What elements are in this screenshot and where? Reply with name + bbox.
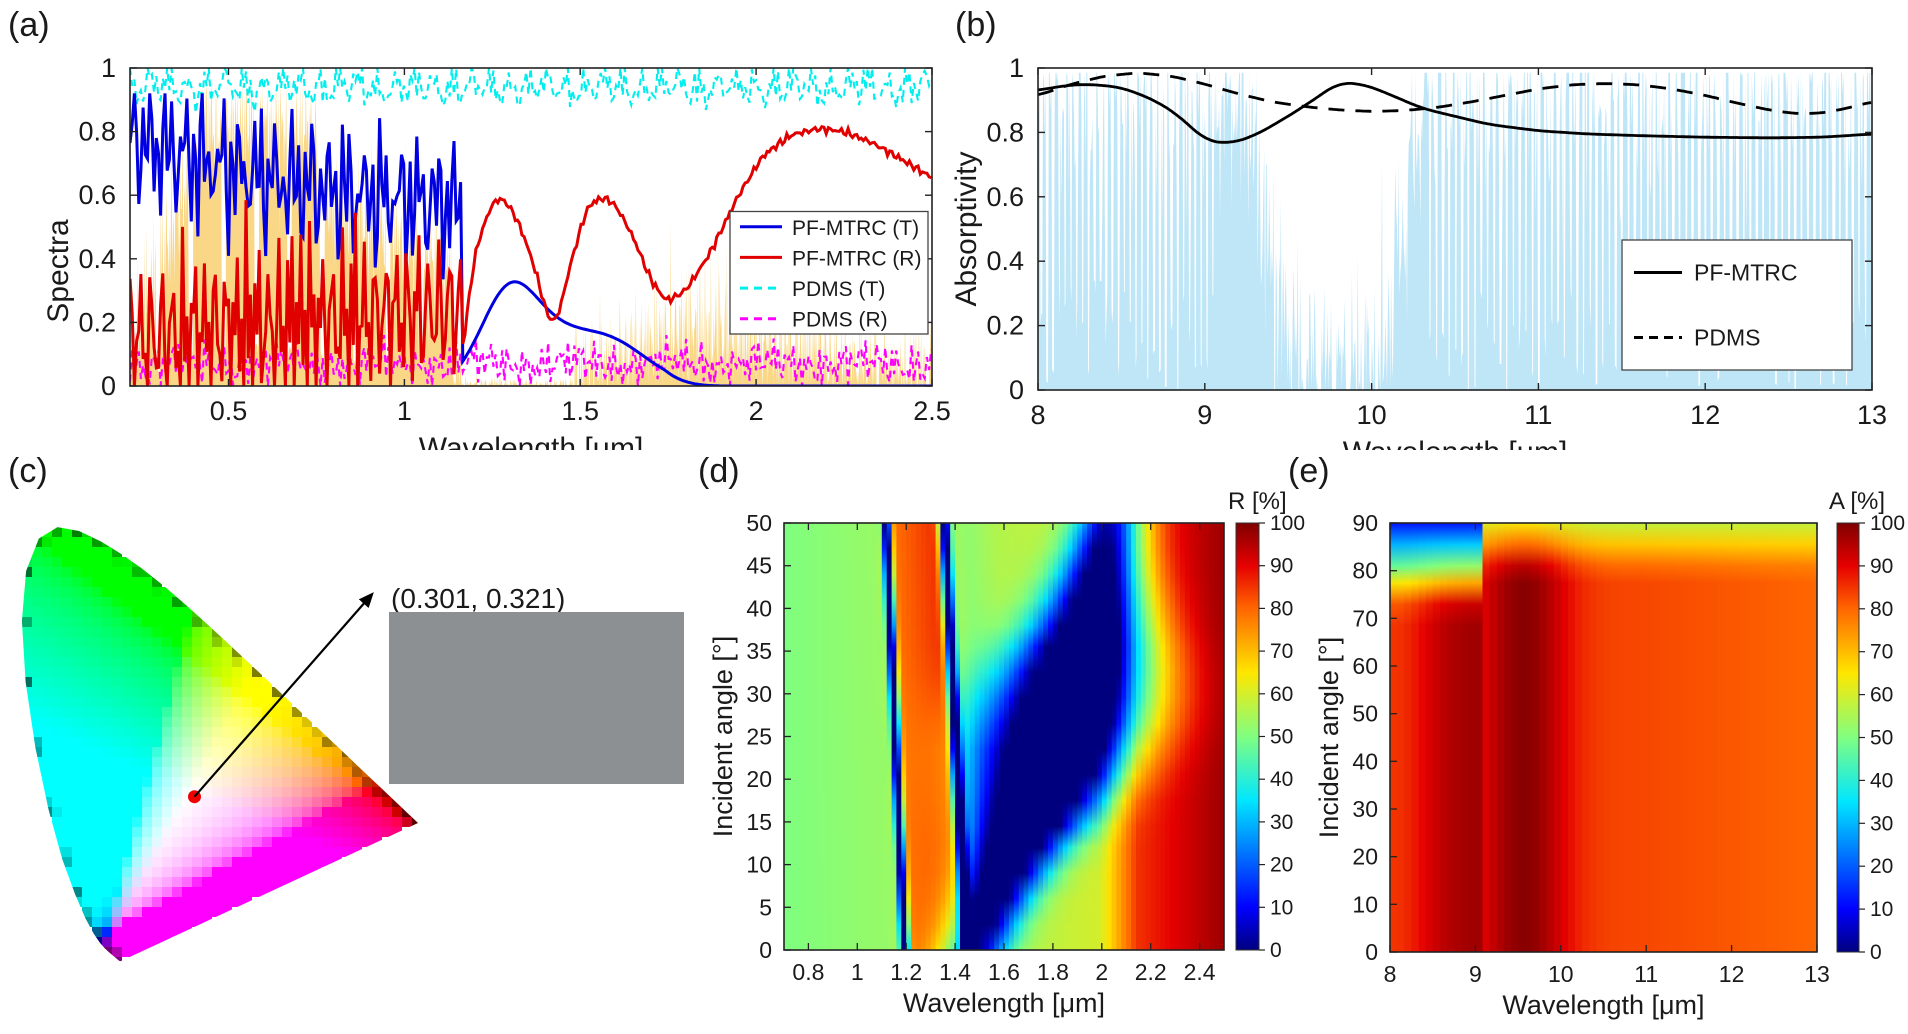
svg-text:10: 10 — [1548, 961, 1574, 987]
svg-text:2.2: 2.2 — [1135, 959, 1167, 985]
svg-text:10: 10 — [1352, 891, 1378, 917]
svg-text:A [%]: A [%] — [1829, 488, 1885, 515]
svg-text:40: 40 — [1870, 769, 1893, 792]
svg-text:45: 45 — [746, 553, 772, 579]
svg-text:8: 8 — [1384, 961, 1397, 987]
svg-text:10: 10 — [746, 852, 772, 878]
svg-text:25: 25 — [746, 724, 772, 750]
svg-text:20: 20 — [1352, 844, 1378, 870]
svg-text:0: 0 — [759, 937, 772, 963]
svg-text:9: 9 — [1469, 961, 1482, 987]
svg-text:Wavelength [μm]: Wavelength [μm] — [903, 988, 1105, 1018]
svg-text:35: 35 — [746, 638, 772, 664]
svg-text:90: 90 — [1352, 510, 1378, 536]
svg-text:50: 50 — [1870, 727, 1893, 750]
svg-text:10: 10 — [1870, 898, 1893, 921]
svg-text:1.8: 1.8 — [1037, 959, 1069, 985]
svg-text:80: 80 — [1870, 598, 1893, 621]
svg-text:0: 0 — [1270, 939, 1282, 962]
svg-text:40: 40 — [746, 595, 772, 621]
svg-text:80: 80 — [1352, 558, 1378, 584]
svg-text:1.4: 1.4 — [939, 959, 971, 985]
svg-text:50: 50 — [746, 510, 772, 536]
svg-text:2: 2 — [1095, 959, 1108, 985]
svg-text:5: 5 — [759, 894, 772, 920]
svg-text:30: 30 — [1352, 796, 1378, 822]
svg-text:11: 11 — [1634, 961, 1658, 987]
svg-text:1.2: 1.2 — [890, 959, 922, 985]
svg-text:13: 13 — [1804, 961, 1830, 987]
svg-text:20: 20 — [746, 766, 772, 792]
svg-text:Incident angle [°]: Incident angle [°] — [1314, 637, 1344, 838]
svg-text:60: 60 — [1352, 653, 1378, 679]
svg-text:12: 12 — [1719, 961, 1745, 987]
svg-text:15: 15 — [746, 809, 772, 835]
svg-text:60: 60 — [1870, 684, 1893, 707]
svg-text:30: 30 — [746, 681, 772, 707]
svg-text:0.8: 0.8 — [792, 959, 824, 985]
svg-text:100: 100 — [1870, 512, 1905, 535]
svg-text:Incident angle [°]: Incident angle [°] — [708, 636, 738, 837]
svg-text:70: 70 — [1870, 641, 1893, 664]
svg-text:R [%]: R [%] — [1228, 488, 1287, 515]
svg-text:0: 0 — [1870, 941, 1882, 964]
svg-text:2.4: 2.4 — [1184, 959, 1216, 985]
svg-text:1: 1 — [851, 959, 864, 985]
svg-text:50: 50 — [1352, 701, 1378, 727]
svg-text:90: 90 — [1870, 555, 1893, 578]
svg-text:1.6: 1.6 — [988, 959, 1020, 985]
svg-text:0: 0 — [1365, 939, 1378, 965]
svg-text:70: 70 — [1352, 605, 1378, 631]
svg-text:40: 40 — [1352, 748, 1378, 774]
svg-text:20: 20 — [1870, 855, 1893, 878]
svg-text:30: 30 — [1870, 812, 1893, 835]
svg-text:Wavelength [μm]: Wavelength [μm] — [1502, 990, 1704, 1020]
